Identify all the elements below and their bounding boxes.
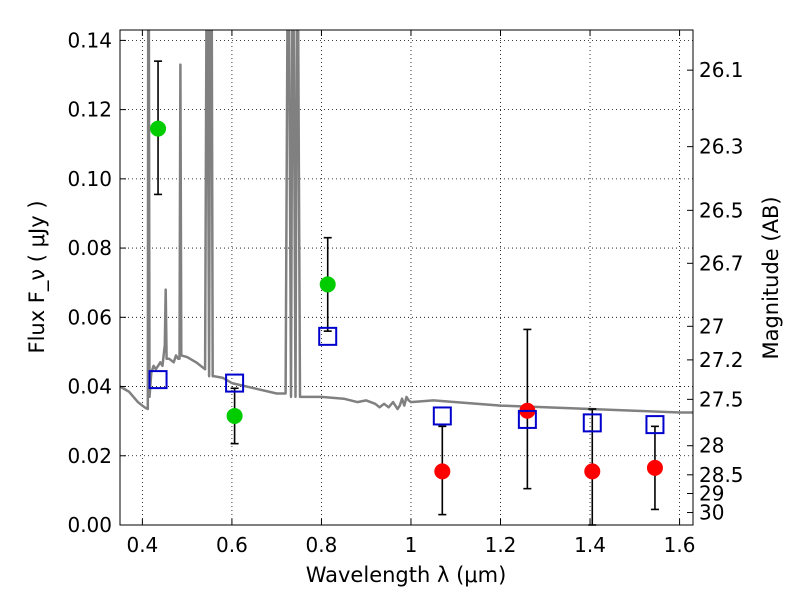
- y-tick-label: 0.12: [67, 98, 112, 122]
- data-points: [148, 60, 665, 526]
- y-tick-label: 0.14: [67, 28, 112, 52]
- data-point-square: [582, 413, 602, 433]
- data-point-square: [225, 373, 245, 393]
- x-axis-label: Wavelength λ (μm): [306, 563, 507, 587]
- y-tick-label: 0.00: [67, 513, 112, 537]
- x-tick-label: 1: [405, 533, 418, 557]
- y-tick-label: 0.02: [67, 444, 112, 468]
- data-point-circle: [584, 463, 601, 480]
- right-tick-label: 27.5: [699, 387, 744, 411]
- model-spectrum: [120, 30, 693, 414]
- x-tick-label: 0.8: [306, 533, 338, 557]
- y-tick-label: 0.10: [67, 167, 112, 191]
- x-tick-label: 0.4: [126, 533, 158, 557]
- grid-lines: [120, 30, 693, 526]
- data-point-square: [318, 326, 338, 346]
- y-tick-label: 0.04: [67, 375, 112, 399]
- right-tick-label: 28.5: [699, 463, 744, 487]
- data-point-square: [645, 415, 665, 435]
- right-tick-label: 28: [699, 434, 724, 458]
- data-point-square: [148, 370, 168, 390]
- right-tick-label: 27: [699, 314, 724, 338]
- y-tick-label: 0.06: [67, 305, 112, 329]
- data-point-circle: [226, 407, 243, 424]
- x-axis-ticks: 0.4 0.6 0.8 1 1.2 1.4 1.6: [126, 30, 695, 557]
- data-point-circle: [434, 463, 451, 480]
- data-point-square: [517, 409, 537, 429]
- data-point-square: [432, 406, 452, 426]
- x-tick-label: 1.6: [664, 533, 696, 557]
- x-tick-label: 1.2: [485, 533, 517, 557]
- data-point-circle: [319, 276, 336, 293]
- data-point-circle: [646, 459, 663, 476]
- plot-frame: [119, 29, 694, 526]
- data-point-circle: [150, 120, 167, 137]
- right-tick-label: 26.3: [699, 135, 744, 159]
- right-tick-label: 26.1: [699, 58, 744, 82]
- y-tick-label: 0.08: [67, 236, 112, 260]
- right-tick-label: 30: [699, 501, 724, 525]
- y-axis-ticks: 0.00 0.02 0.04 0.06 0.08 0.10 0.12 0.14: [67, 28, 126, 537]
- x-tick-label: 1.4: [574, 533, 606, 557]
- y-axis-label: Flux F_ν ( μJy ): [25, 200, 50, 353]
- x-tick-label: 0.6: [216, 533, 248, 557]
- right-tick-label: 27.2: [699, 348, 744, 372]
- right-tick-label: 26.5: [699, 198, 744, 222]
- spectrum-line: [120, 30, 693, 414]
- right-axis-label: Magnitude (AB): [759, 196, 783, 359]
- right-tick-label: 29: [699, 482, 724, 506]
- right-tick-label: 26.7: [699, 251, 744, 275]
